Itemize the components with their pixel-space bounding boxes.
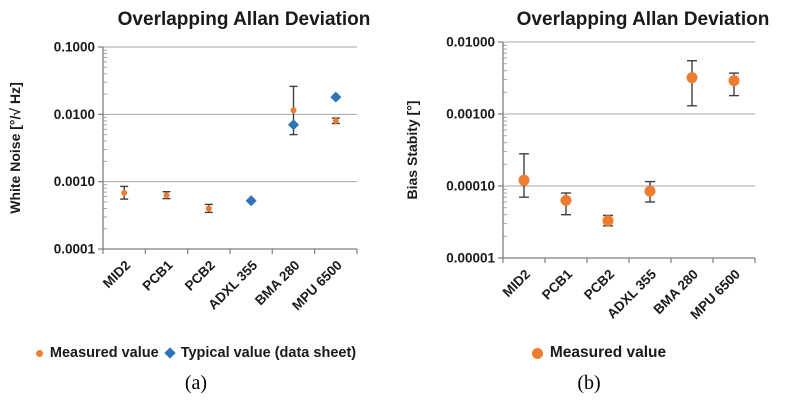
legend-typical-marker-icon — [164, 347, 176, 359]
x-category-label: MID2 — [500, 267, 533, 300]
data-point-measured — [205, 205, 212, 212]
y-tick-label: 0.0010 — [54, 174, 95, 189]
legend-measured-marker-icon — [35, 349, 43, 357]
data-point-measured — [163, 192, 170, 199]
data-point-measured — [560, 194, 572, 206]
y-tick-label: 0.00001 — [446, 251, 495, 266]
data-point-measured — [602, 215, 614, 227]
data-point-measured — [686, 72, 698, 84]
x-category-label: PCB1 — [539, 266, 575, 302]
y-tick-label: 0.0001 — [54, 242, 96, 257]
data-point-measured — [121, 189, 128, 196]
figure-caption: (b) — [577, 372, 601, 394]
legend-label: Measured value — [549, 344, 667, 361]
legend: Measured value Typical value (data sheet) — [0, 345, 392, 361]
figure-a: Overlapping Allan Deviation White Noise … — [0, 0, 392, 410]
legend: Measured value — [393, 344, 785, 362]
legend-measured-marker-icon — [531, 347, 543, 359]
y-tick-label: 0.00100 — [446, 107, 495, 122]
x-category-label: PCB1 — [140, 257, 176, 293]
error-bar — [687, 60, 697, 107]
y-tick-label: 0.01000 — [446, 35, 495, 50]
plot-area: 0.01000 0.00100 0.00010 0.00001 MID2 PCB1 PCB2… — [446, 35, 756, 322]
data-point-measured — [644, 185, 656, 197]
y-tick-label: 0.0100 — [54, 107, 95, 122]
legend-label: Measured value — [49, 345, 159, 361]
figure-caption: (a) — [184, 372, 208, 394]
data-point-measured — [728, 75, 740, 87]
data-point-measured — [518, 174, 530, 186]
data-point-measured — [332, 117, 339, 124]
data-point-typical — [288, 119, 299, 131]
legend-label: Typical value (data sheet) — [180, 345, 357, 361]
data-point-typical — [330, 91, 342, 103]
chart-title: Overlapping Allan Deviation — [516, 9, 770, 30]
x-category-label: MID2 — [100, 258, 133, 291]
x-category-label: PCB2 — [182, 258, 218, 294]
chart-title: Overlapping Allan Deviation — [117, 9, 371, 30]
data-point-typical — [245, 195, 257, 207]
data-point-measured — [290, 107, 297, 114]
y-tick-label: 0.1000 — [54, 40, 95, 55]
y-tick-label: 0.00010 — [446, 179, 495, 194]
x-category-label: PCB2 — [581, 267, 617, 303]
figure-b: Overlapping Allan Deviation Bias Stabity… — [393, 0, 785, 410]
